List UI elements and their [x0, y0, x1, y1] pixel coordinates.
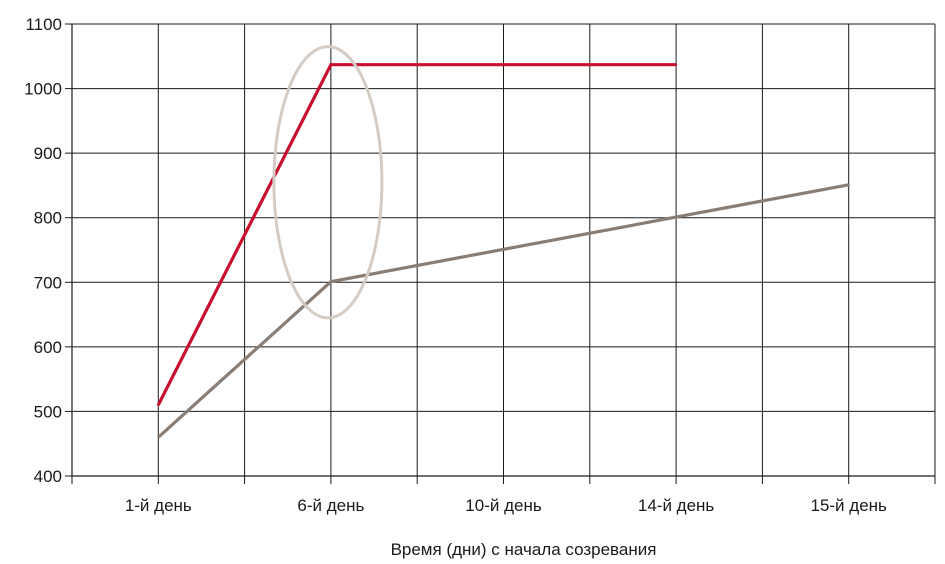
y-tick-label: 800: [34, 209, 62, 228]
y-tick-label: 400: [34, 467, 62, 486]
x-tick-label: 1-й день: [125, 496, 192, 515]
x-tick-label: 14-й день: [638, 496, 715, 515]
y-axis-ticks: 400 500 600 700 800 900 1000 1100: [24, 15, 72, 486]
x-tick-label: 6-й день: [297, 496, 364, 515]
y-tick-label: 700: [34, 273, 62, 292]
highlight-ellipse: [272, 45, 384, 320]
series-point-2: [157, 436, 160, 439]
x-axis-ticks: 1-й день 6-й день 10-й день 14-й день 15-й д…: [71, 476, 936, 515]
y-tick-label: 500: [34, 402, 62, 421]
series-lines: [156, 63, 850, 439]
series-point-1: [329, 63, 333, 66]
series-point-1: [674, 63, 678, 66]
y-tick-label: 1000: [24, 80, 62, 99]
series-point-2: [502, 248, 505, 251]
x-tick-label: 10-й день: [465, 496, 542, 515]
annotations: [272, 45, 384, 320]
y-tick-label: 900: [34, 144, 62, 163]
x-axis-title: Время (дни) с начала созревания: [391, 540, 657, 559]
series-point-2: [329, 280, 333, 283]
series-point-1: [502, 63, 505, 66]
series-point-2: [847, 183, 850, 186]
series-line-1: [156, 63, 677, 406]
series-point-2: [674, 215, 678, 219]
x-tick-label: 15-й день: [810, 496, 887, 515]
y-tick-label: 600: [34, 338, 62, 357]
series-point-1: [157, 403, 160, 407]
y-tick-label: 1100: [25, 15, 62, 34]
